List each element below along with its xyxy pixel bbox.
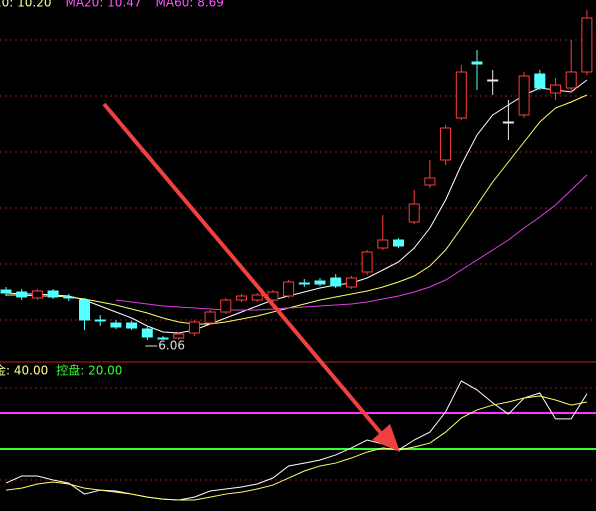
candle-body <box>141 328 153 338</box>
panel-grid <box>0 39 596 481</box>
candle-body <box>487 79 499 82</box>
plot-area <box>0 10 596 501</box>
candle-body <box>94 319 106 322</box>
ma-line <box>6 94 588 325</box>
candle-body <box>63 296 75 299</box>
candle-body <box>361 251 373 273</box>
candle-body <box>47 290 59 298</box>
candle-body <box>79 299 90 321</box>
candle-body <box>345 277 357 288</box>
labels: 6.06 10: 10.20 MA20: 10.47 MA60: 8.69 金: 40.… <box>0 0 224 378</box>
legend-entry: MA20: 10.47 <box>65 0 141 10</box>
candle-body <box>502 121 514 124</box>
low-label: 6.06 <box>158 339 185 353</box>
candle-body <box>298 282 310 285</box>
candle-body <box>534 73 546 89</box>
candle-body <box>330 277 342 287</box>
candle-body <box>220 299 232 313</box>
candle-body <box>471 61 483 65</box>
candle-body <box>204 311 216 324</box>
candle-body <box>236 295 247 301</box>
candle-body <box>173 333 185 339</box>
candle-body <box>283 281 295 297</box>
annotation-arrow-head <box>372 424 400 452</box>
ma-line <box>115 174 588 311</box>
candle-body <box>126 322 138 329</box>
candle-body <box>31 290 43 299</box>
indicator-line <box>5 395 587 501</box>
candle-body <box>565 71 577 89</box>
candle-body <box>408 203 420 223</box>
candle-body <box>110 322 122 328</box>
candle-body <box>157 337 169 340</box>
legend-entry: MA60: 8.69 <box>156 0 224 10</box>
level-label: 金: 40.00 <box>0 363 48 378</box>
candle-body <box>550 84 561 94</box>
candle-body <box>518 75 530 116</box>
legend-entry: 10: 10.20 <box>0 0 51 10</box>
candle-body <box>581 17 593 73</box>
ma-line <box>5 79 588 334</box>
candle-body <box>188 321 200 334</box>
candle-body <box>16 291 28 298</box>
level-label: 控盘: 20.00 <box>56 363 122 378</box>
candle-body <box>314 280 326 285</box>
candle-body <box>377 239 389 249</box>
candle-body <box>393 239 404 247</box>
candle-body <box>455 71 467 119</box>
candle-body <box>440 127 452 161</box>
candle-body <box>0 289 12 294</box>
candle-body <box>251 294 263 301</box>
candle-body <box>424 177 436 186</box>
annotation-arrow <box>102 102 387 440</box>
